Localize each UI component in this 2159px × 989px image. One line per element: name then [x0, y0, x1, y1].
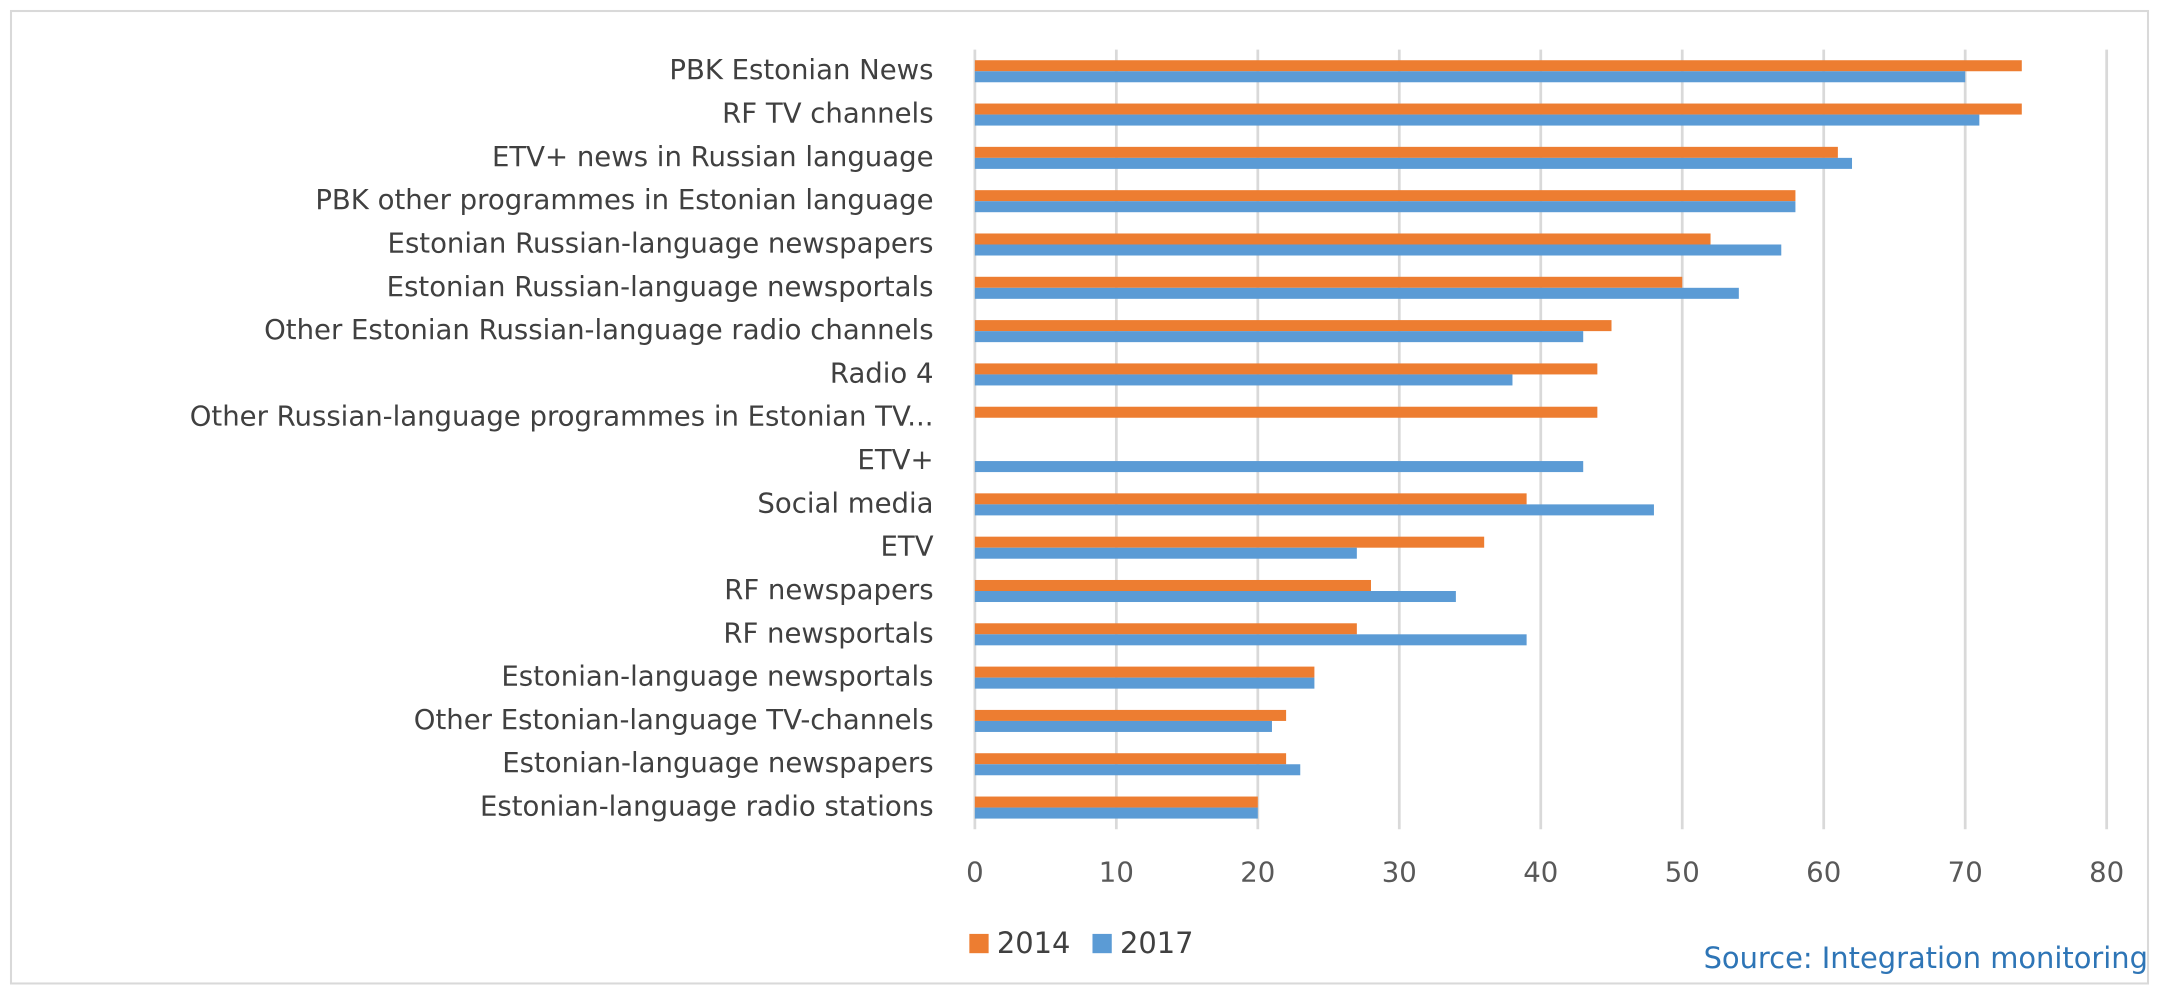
- category-label: ETV+ news in Russian language: [492, 141, 934, 173]
- category-label: PBK other programmes in Estonian languag…: [315, 184, 933, 216]
- x-tick-label: 60: [1806, 856, 1841, 888]
- bar: [974, 114, 1980, 126]
- bar: [974, 623, 1357, 635]
- bar: [974, 201, 1796, 213]
- category-label: Estonian Russian-language newspapers: [388, 227, 934, 259]
- category-label: Radio 4: [830, 357, 934, 389]
- labels: 0 10 20 30 40 50 60 70 80 PBK Estonian News RF TV …: [190, 54, 2124, 960]
- category-label: Estonian-language newsportals: [501, 661, 933, 693]
- category-label: RF newsportals: [723, 617, 933, 649]
- category-label: ETV: [881, 531, 934, 563]
- bar: [974, 406, 1598, 418]
- x-tick-label: 30: [1382, 856, 1417, 888]
- category-label: Estonian Russian-language newsportals: [387, 271, 934, 303]
- bar: [974, 287, 1739, 299]
- bar: [974, 720, 1272, 732]
- bar: [974, 807, 1258, 819]
- bar: [974, 244, 1782, 256]
- bars: [974, 60, 2022, 819]
- x-tick-label: 20: [1240, 856, 1275, 888]
- source-note: Source: Integration monitoring: [1704, 941, 2148, 975]
- x-tick-label: 40: [1523, 856, 1558, 888]
- bar: [974, 157, 1853, 169]
- bar: [974, 320, 1612, 332]
- legend-label: 2017: [1120, 926, 1194, 960]
- category-label: RF TV channels: [722, 98, 933, 130]
- bar: [974, 71, 1966, 83]
- category-label: Other Estonian Russian-language radio ch…: [264, 314, 933, 346]
- bar: [974, 504, 1654, 516]
- bar: [974, 103, 2022, 115]
- bar: [974, 60, 2022, 72]
- bar: [974, 536, 1485, 548]
- bar: [974, 634, 1527, 646]
- bar: [974, 233, 1711, 245]
- category-label: Social media: [757, 487, 933, 519]
- category-label: ETV+: [857, 444, 933, 476]
- category-label: Estonian-language radio stations: [480, 791, 934, 823]
- legend-label: 2014: [997, 926, 1071, 960]
- bar: [974, 331, 1584, 343]
- category-label: RF newspapers: [724, 574, 933, 606]
- bar: [974, 796, 1258, 808]
- bar: [974, 753, 1287, 765]
- bar: [974, 579, 1371, 591]
- bar: [974, 709, 1287, 721]
- x-tick-label: 80: [2089, 856, 2124, 888]
- bar: [974, 374, 1513, 386]
- bar: [974, 677, 1315, 689]
- legend-swatch: [1092, 933, 1112, 954]
- bar: [974, 363, 1598, 375]
- grid: [973, 49, 2109, 830]
- category-label: Other Estonian-language TV-channels: [414, 704, 934, 736]
- x-tick-label: 10: [1099, 856, 1134, 888]
- legend-swatch: [969, 933, 989, 954]
- category-label: Other Russian-language programmes in Est…: [190, 401, 934, 433]
- bar: [974, 190, 1796, 202]
- bar: [974, 146, 1838, 158]
- bar: [974, 493, 1527, 505]
- bar: [974, 276, 1683, 288]
- category-label: PBK Estonian News: [669, 54, 933, 86]
- bar: [974, 590, 1456, 603]
- bar: [974, 461, 1584, 473]
- bar: [974, 547, 1357, 559]
- x-tick-label: 50: [1665, 856, 1700, 888]
- x-tick-label: 0: [966, 856, 984, 888]
- category-label: Estonian-language newspapers: [502, 747, 933, 779]
- bar: [974, 764, 1301, 776]
- x-tick-label: 70: [1948, 856, 1983, 888]
- bar: [974, 666, 1315, 678]
